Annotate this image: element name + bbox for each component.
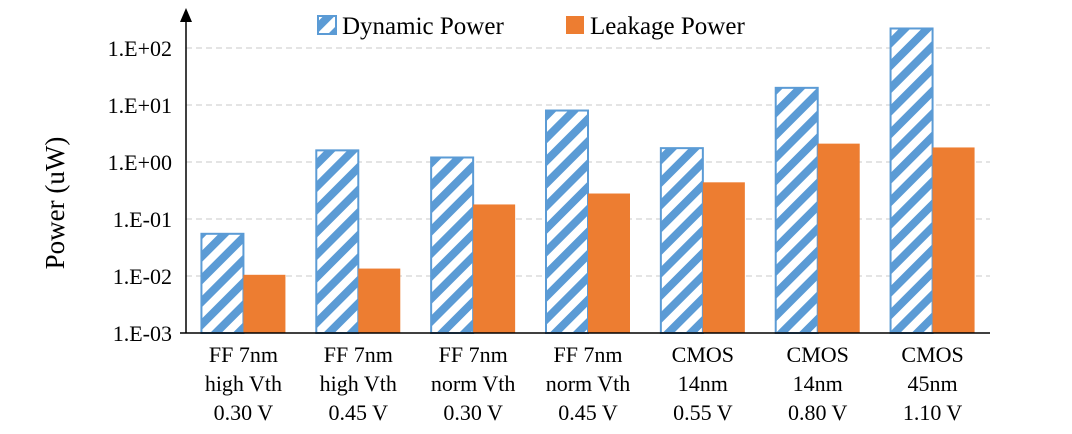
y-tick-labels: 1.E-03 1.E-02 1.E-01 1.E+00 1.E+01 1.E+02 bbox=[108, 36, 172, 346]
dynamic-power-bar bbox=[430, 156, 475, 334]
x-category-label: FF 7nm norm Vth 0.45 V bbox=[546, 342, 631, 425]
y-tick-label: 1.E+02 bbox=[108, 36, 172, 61]
y-tick-label: 1.E+00 bbox=[108, 150, 172, 175]
x-category-label: FF 7nm norm Vth 0.30 V bbox=[431, 342, 516, 425]
y-axis-title: Power (uW) bbox=[40, 137, 70, 270]
legend-swatch-dynamic bbox=[317, 15, 337, 35]
dynamic-power-bar bbox=[889, 27, 934, 335]
legend-label-leakage: Leakage Power bbox=[590, 13, 745, 40]
dynamic-power-bar bbox=[545, 109, 589, 335]
y-tick-label: 1.E+01 bbox=[108, 93, 172, 118]
leakage-power-bar bbox=[817, 143, 860, 333]
dynamic-power-bar bbox=[774, 86, 819, 334]
dynamic-power-bar bbox=[659, 147, 704, 334]
axes bbox=[180, 8, 990, 334]
x-category-label: CMOS 45nm 1.10 V bbox=[901, 342, 963, 425]
y-tick-label: 1.E-03 bbox=[113, 321, 172, 346]
leakage-power-bar bbox=[473, 204, 516, 333]
legend: Dynamic Power Leakage Power bbox=[317, 13, 745, 40]
leakage-power-bar bbox=[243, 274, 286, 333]
x-category-label: FF 7nm high Vth 0.45 V bbox=[320, 342, 397, 425]
dynamic-power-bar bbox=[315, 149, 360, 334]
leakage-power-bar bbox=[932, 147, 975, 333]
legend-label-dynamic: Dynamic Power bbox=[342, 13, 504, 40]
bars bbox=[200, 27, 975, 335]
dynamic-power-bar bbox=[200, 232, 245, 335]
leakage-power-bar bbox=[702, 182, 745, 333]
leakage-power-bar bbox=[358, 268, 401, 333]
x-category-label: CMOS 14nm 0.55 V bbox=[672, 342, 734, 425]
legend-swatch-leakage bbox=[566, 16, 584, 34]
x-category-label: FF 7nm high Vth 0.30 V bbox=[205, 342, 282, 425]
y-tick-label: 1.E-01 bbox=[113, 207, 172, 232]
x-category-labels: FF 7nm high Vth 0.30 V FF 7nm high Vth 0.45 V… bbox=[205, 342, 964, 425]
y-axis-arrow bbox=[180, 8, 192, 22]
y-tick-label: 1.E-02 bbox=[113, 264, 172, 289]
leakage-power-bar bbox=[588, 193, 630, 333]
x-category-label: CMOS 14nm 0.80 V bbox=[787, 342, 849, 425]
